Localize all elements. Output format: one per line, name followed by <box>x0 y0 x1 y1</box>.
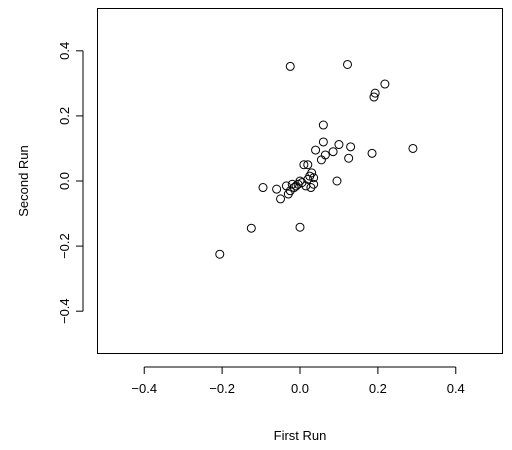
y-tick-label: 0.2 <box>57 107 72 125</box>
data-point <box>246 223 256 233</box>
data-point <box>306 183 316 193</box>
x-axis: −0.4 −0.2 0.0 0.2 0.4 <box>131 366 465 396</box>
data-point <box>334 140 344 150</box>
data-point <box>380 79 390 89</box>
data-point <box>215 249 225 259</box>
data-points <box>215 59 418 259</box>
data-point <box>408 143 418 153</box>
x-tick-label: −0.4 <box>131 381 157 396</box>
data-point <box>320 150 330 160</box>
x-tick-label: 0.4 <box>447 381 465 396</box>
y-tick-label: −0.2 <box>57 233 72 259</box>
data-point <box>332 176 342 186</box>
data-point <box>369 92 379 102</box>
data-point <box>370 88 380 98</box>
y-tick-label: −0.4 <box>57 298 72 324</box>
x-tick-label: 0.2 <box>369 381 387 396</box>
data-point <box>309 179 319 189</box>
data-point <box>344 153 354 163</box>
x-tick-label: 0.0 <box>291 381 309 396</box>
y-tick-label: 0.4 <box>57 42 72 60</box>
data-point <box>258 183 268 193</box>
data-point <box>285 61 295 71</box>
data-point <box>311 145 321 155</box>
data-point <box>272 184 282 194</box>
data-point <box>343 59 353 69</box>
y-axis: −0.4 −0.2 0.0 0.2 0.4 <box>57 42 84 324</box>
data-point <box>318 137 328 147</box>
data-point <box>303 160 313 170</box>
data-point <box>328 147 338 157</box>
x-axis-title: First Run <box>274 428 327 443</box>
y-tick-label: 0.0 <box>57 172 72 190</box>
data-point <box>307 168 317 178</box>
y-axis-title: Second Run <box>16 145 31 217</box>
data-point <box>346 142 356 152</box>
x-tick-label: −0.2 <box>209 381 235 396</box>
data-point <box>276 194 286 204</box>
data-point <box>318 120 328 130</box>
plot-frame <box>97 8 503 354</box>
data-point <box>309 173 319 183</box>
data-point <box>367 148 377 158</box>
data-point <box>299 160 309 170</box>
data-point <box>295 222 305 232</box>
